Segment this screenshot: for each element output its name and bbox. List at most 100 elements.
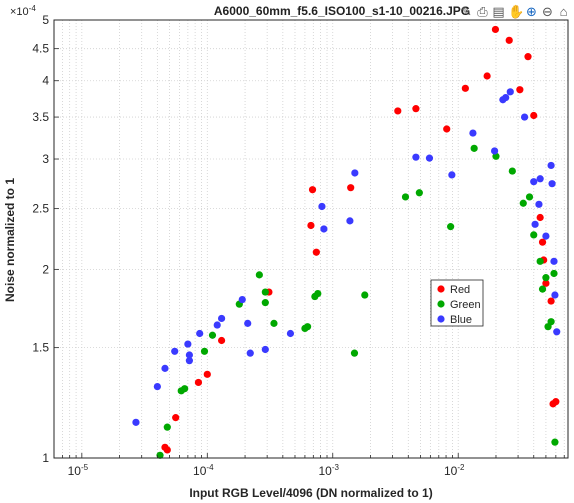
y-tick-label: 1 [42,451,49,465]
data-point-red [538,238,547,246]
legend-marker-blue [437,315,445,323]
legend-label-blue: Blue [450,314,472,326]
data-point-green [415,189,423,197]
data-point-blue [320,225,328,233]
data-point-green [303,323,312,331]
data-point-blue [161,364,169,372]
data-point-blue [535,200,543,208]
y-tick-label: 5 [42,13,49,27]
data-points [132,25,561,459]
data-point-blue [506,88,514,96]
data-point-blue [425,154,434,162]
pan-icon[interactable]: ✋ [508,4,525,19]
edit-icon[interactable]: ✎ [461,4,472,19]
data-point-blue [491,147,499,155]
legend-label-red: Red [450,284,470,296]
y-exponent-label: ×10-4 [10,4,36,18]
zoom-out-icon[interactable]: ⊖ [542,4,553,19]
data-point-green [538,285,547,293]
data-point-red [203,370,211,378]
data-point-red [307,221,315,230]
data-point-blue [217,314,226,323]
data-point-red [524,53,532,61]
y-tick-label: 4 [42,74,49,88]
data-point-blue [196,329,204,338]
legend: Red Green Blue [430,279,484,327]
legend-label-green: Green [450,299,481,311]
data-point-blue [132,418,140,426]
data-point-green [156,451,164,459]
data-point-blue [520,113,529,121]
data-point-green [542,274,550,282]
data-point-green [551,438,559,446]
y-tick-label: 2 [42,262,49,276]
y-tick-label: 2.5 [32,202,49,216]
data-point-red [552,398,560,406]
data-point-green [519,199,527,207]
data-point-red [491,25,500,34]
data-point-blue [448,171,456,179]
data-point-green [261,299,269,307]
data-point-blue [412,153,420,161]
plot-frame [53,19,569,459]
data-point-green [536,257,544,265]
data-point-blue [469,129,477,137]
data-point-green [550,269,558,278]
data-point-red [505,36,513,44]
data-point-green [208,331,217,339]
data-point-red [536,213,544,222]
data-point-blue [185,351,193,359]
zoom-in-icon[interactable]: ⊕ [526,4,537,19]
data-point-blue [550,257,558,265]
y-tick-label: 3.5 [32,110,49,124]
data-point-blue [551,291,559,299]
figure-toolbar: ✎ ⎙ ▤ ✋ ⊕ ⊖ ⌂ [460,4,570,20]
data-point-green [470,144,478,152]
y-tick-label: 4.5 [32,42,49,56]
data-point-blue [536,175,544,183]
data-point-red [412,105,420,113]
data-point-blue [502,93,510,102]
data-point-red [530,111,538,120]
data-point-blue [346,217,354,225]
data-point-blue [238,295,246,304]
data-point-red [312,248,320,256]
x-tick-label: 10-5 [68,463,89,478]
data-point-blue [530,178,538,186]
data-point-blue [244,319,252,327]
data-point-blue [213,321,221,329]
data-point-green [181,385,189,393]
data-point-blue [548,180,556,188]
data-point-red [461,84,469,92]
data-point-red [394,107,402,115]
legend-marker-red [437,285,445,293]
data-point-red [163,446,171,454]
data-point-red [217,336,226,345]
data-point-green [255,271,263,279]
grid-lines [53,19,568,459]
data-point-green [350,349,359,357]
data-point-blue [542,232,550,240]
data-point-green [200,347,209,355]
save-icon[interactable]: ▤ [492,4,505,19]
data-point-red [547,297,555,305]
print-icon[interactable]: ⎙ [477,4,488,19]
data-point-blue [153,382,161,391]
data-point-blue [553,328,561,336]
data-point-red [172,414,180,422]
data-point-blue [171,347,179,355]
y-tick-label: 1.5 [32,341,49,355]
data-point-green [401,193,410,201]
data-point-red [194,378,203,387]
data-point-blue [261,345,269,354]
data-point-red [347,184,355,192]
data-point-green [163,423,171,431]
x-axis-ticks: 10-5 10-4 10-3 10-2 [53,453,565,478]
data-point-red [483,72,491,80]
data-point-green [447,223,455,231]
data-point-blue [547,161,555,170]
data-point-green [525,193,534,201]
y-axis-ticks: 1 1.5 2 2.5 3 3.5 4 4.5 5 [32,13,59,465]
home-icon[interactable]: ⌂ [559,4,568,19]
